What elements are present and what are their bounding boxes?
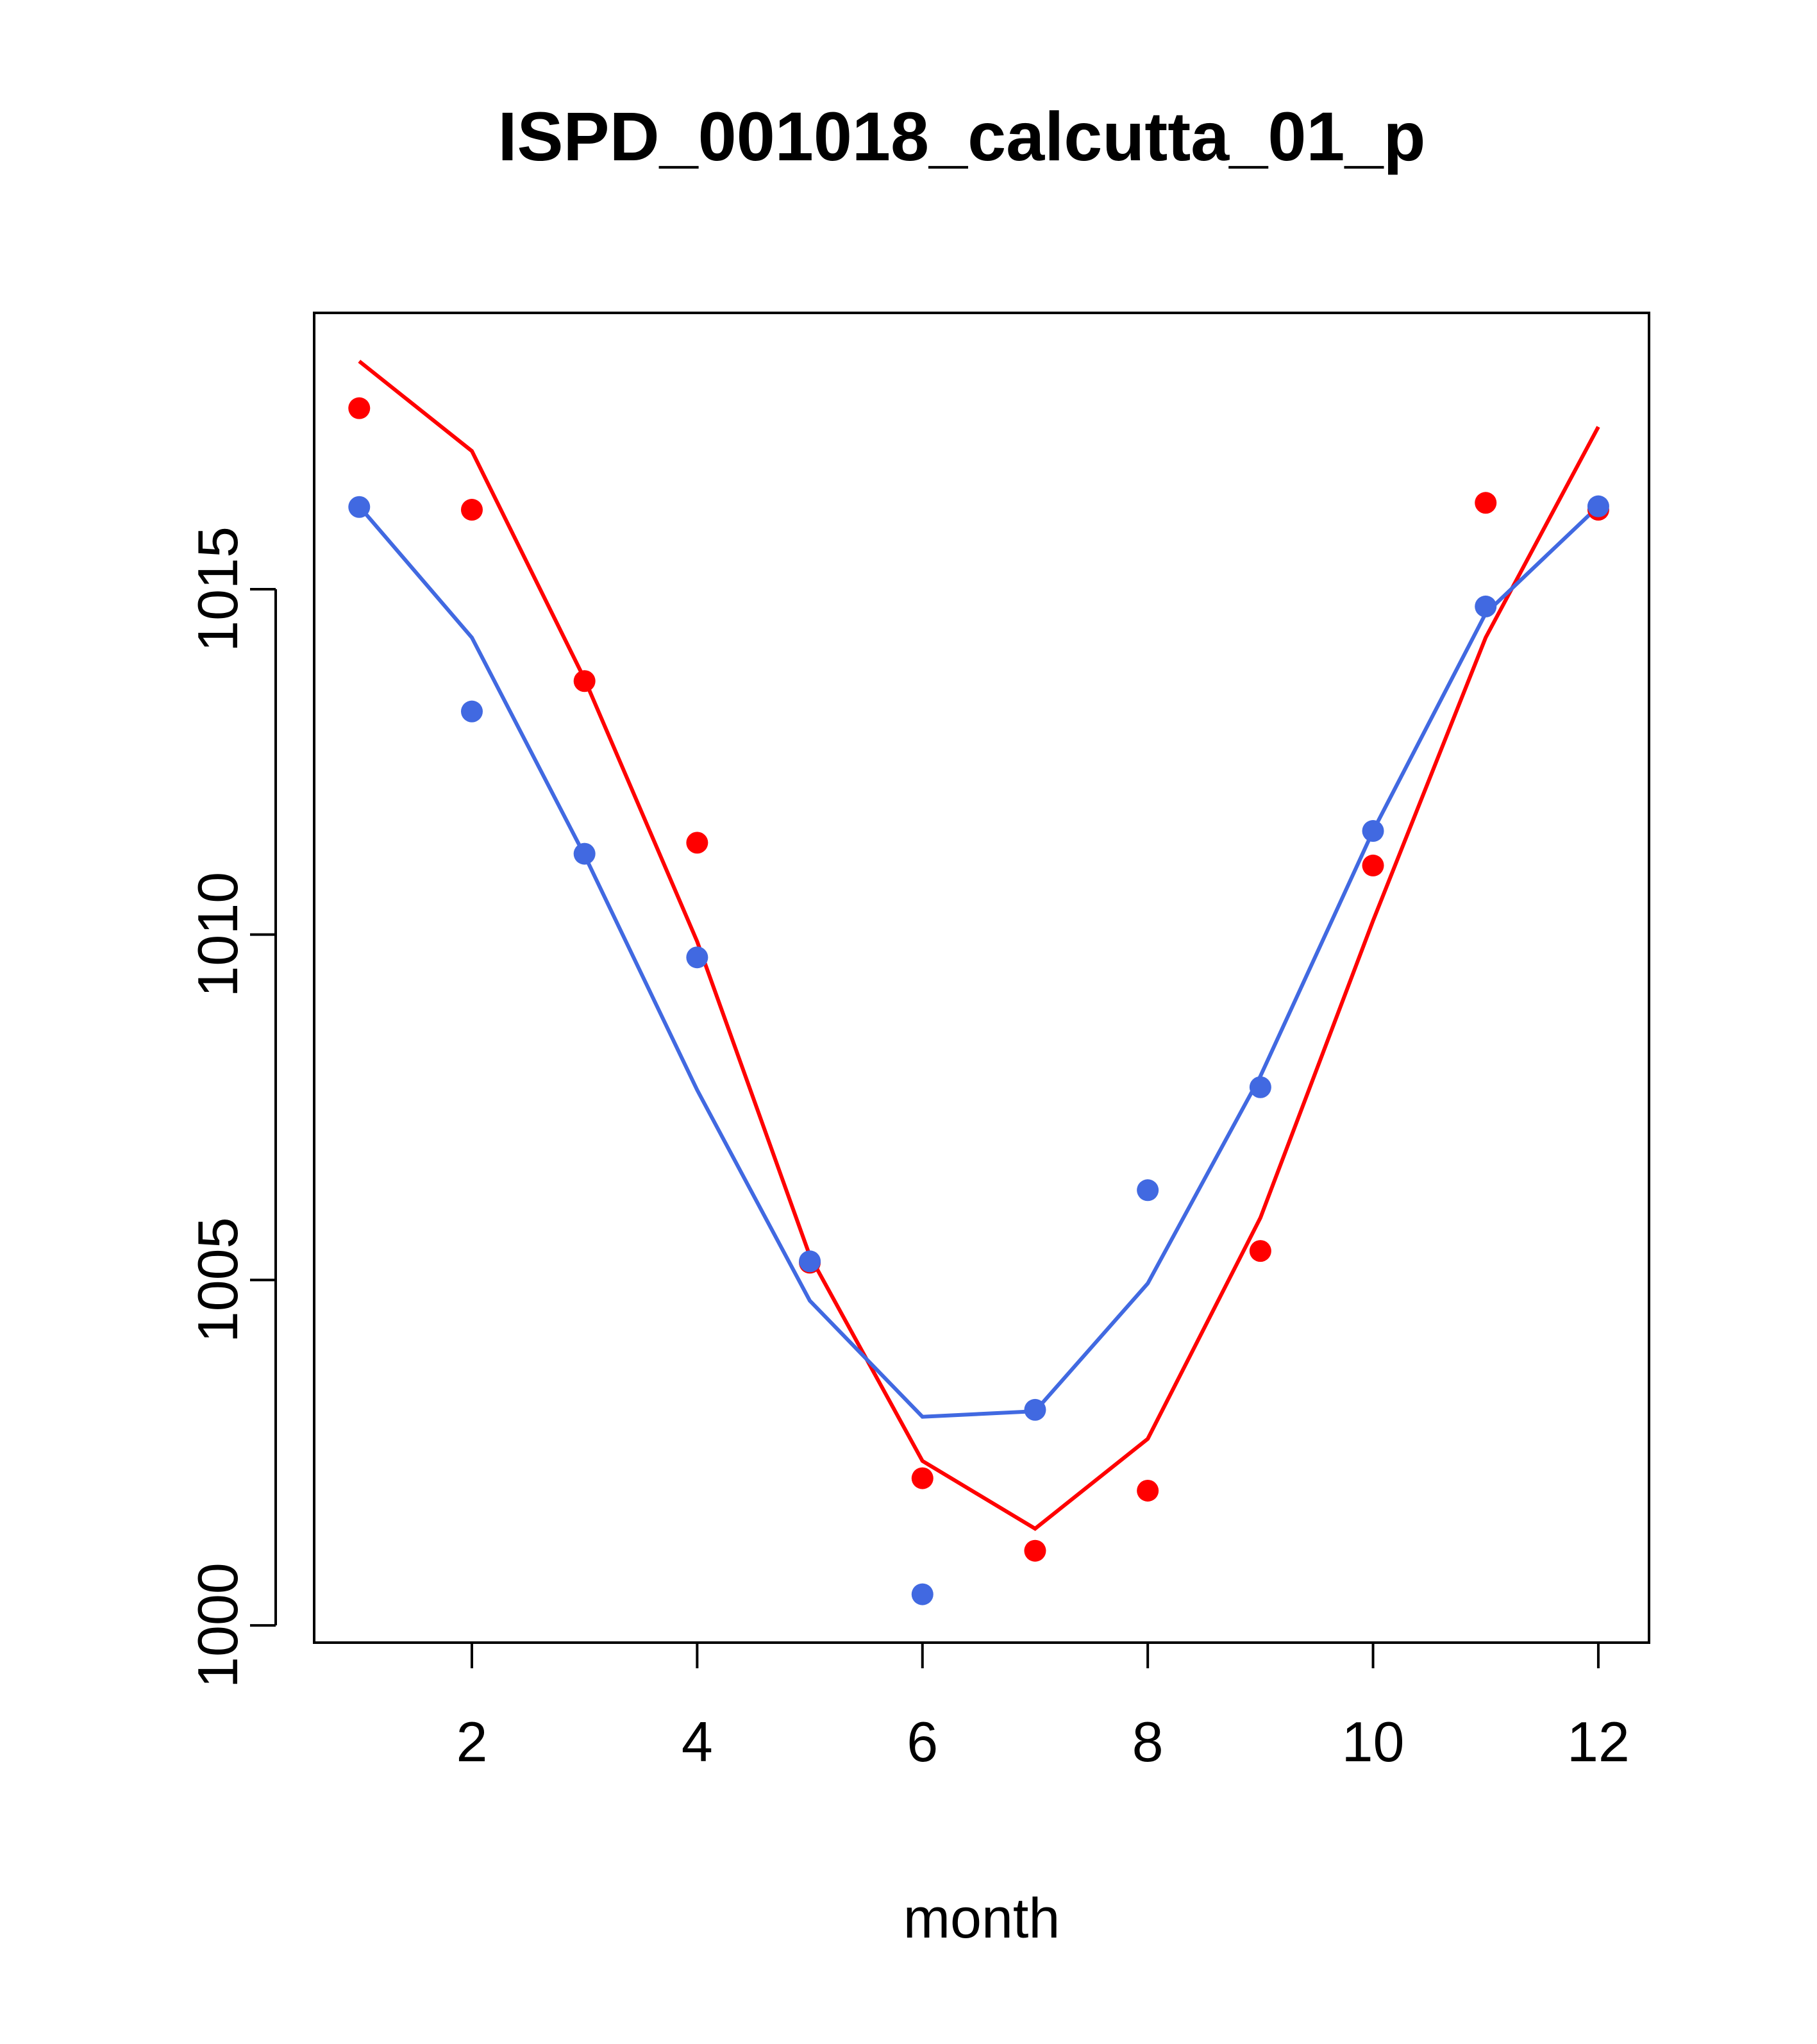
- y-axis: 1000 1005 1010 1015: [186, 526, 277, 1688]
- red-point-10: [1362, 854, 1384, 876]
- series-layer: [348, 360, 1609, 1605]
- blue-point-9: [1249, 1076, 1271, 1098]
- blue-point-5: [799, 1250, 821, 1273]
- blue-point-8: [1137, 1179, 1159, 1202]
- x-tick-label: 8: [1132, 1710, 1164, 1773]
- x-tick-label: 10: [1342, 1710, 1405, 1773]
- x-tick-label: 12: [1567, 1710, 1630, 1773]
- red-point-7: [1024, 1539, 1046, 1562]
- y-tick-label: 1015: [186, 526, 249, 652]
- blue-point-12: [1587, 495, 1609, 517]
- red-point-9: [1249, 1240, 1271, 1262]
- y-tick-label: 1000: [186, 1562, 249, 1688]
- x-tick-label: 2: [456, 1710, 487, 1773]
- x-axis-title: month: [903, 1886, 1060, 1950]
- blue-point-11: [1475, 595, 1497, 617]
- chart-title: ISPD_001018_calcutta_01_p: [498, 97, 1426, 175]
- blue-line: [358, 505, 1600, 1419]
- red-line: [358, 360, 1600, 1531]
- blue-point-10: [1362, 820, 1384, 842]
- red-point-6: [911, 1467, 934, 1489]
- x-axis: 2 4 6 8 10 12: [456, 1641, 1630, 1773]
- blue-point-6: [911, 1583, 934, 1605]
- red-point-4: [686, 832, 708, 854]
- y-tick-label: 1010: [186, 872, 249, 998]
- red-point-2: [460, 499, 483, 521]
- blue-point-4: [686, 946, 708, 969]
- red-point-11: [1475, 492, 1497, 514]
- blue-point-1: [348, 496, 371, 518]
- red-point-1: [348, 397, 371, 419]
- red-point-3: [573, 670, 596, 692]
- blue-point-2: [460, 700, 483, 723]
- y-tick-label: 1005: [186, 1217, 249, 1343]
- plot-frame: [313, 312, 1650, 1644]
- blue-point-3: [573, 842, 596, 865]
- x-tick-label: 6: [907, 1710, 938, 1773]
- red-point-8: [1137, 1479, 1159, 1502]
- x-tick-label: 4: [682, 1710, 713, 1773]
- blue-point-7: [1024, 1398, 1046, 1421]
